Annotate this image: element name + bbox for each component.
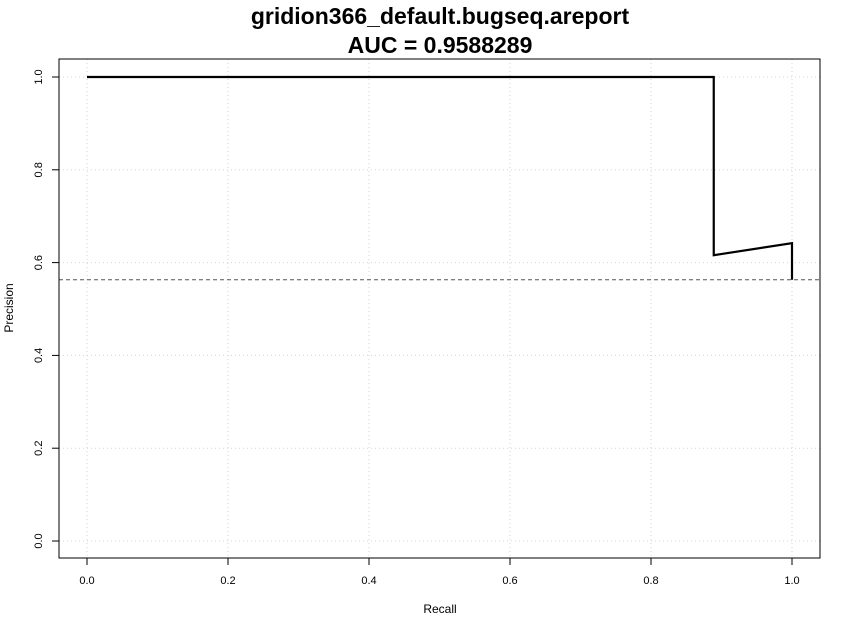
y-tick-label: 0.0 — [33, 533, 45, 548]
x-tick-label: 0.8 — [643, 575, 658, 587]
pr-curve-line — [87, 75, 794, 280]
y-tick-label: 0.8 — [33, 162, 45, 177]
x-tick-label: 0.2 — [220, 575, 235, 587]
plot-box — [58, 58, 821, 559]
series-layer — [59, 75, 820, 281]
x-tick-label: 1.0 — [784, 575, 799, 587]
chart-title: gridion366_default.bugseq.areport — [251, 3, 630, 29]
y-axis-label: Precision — [2, 283, 16, 332]
y-tick-label: 0.4 — [33, 348, 45, 363]
y-tick-label: 0.6 — [33, 255, 45, 270]
y-tick-label: 0.2 — [33, 441, 45, 456]
axis-ticks: 0.0 0.2 0.4 0.6 0.8 1.0 0.0 0.2 0.4 0.6 0.8 1.0 — [33, 69, 800, 587]
grid — [59, 59, 820, 558]
x-tick-label: 0.4 — [361, 575, 376, 587]
x-tick-label: 0.6 — [502, 575, 517, 587]
y-tick-label: 1.0 — [33, 69, 45, 84]
x-tick-label: 0.0 — [79, 575, 94, 587]
x-axis-label: Recall — [423, 602, 456, 616]
chart-subtitle: AUC = 0.9588289 — [348, 32, 533, 58]
